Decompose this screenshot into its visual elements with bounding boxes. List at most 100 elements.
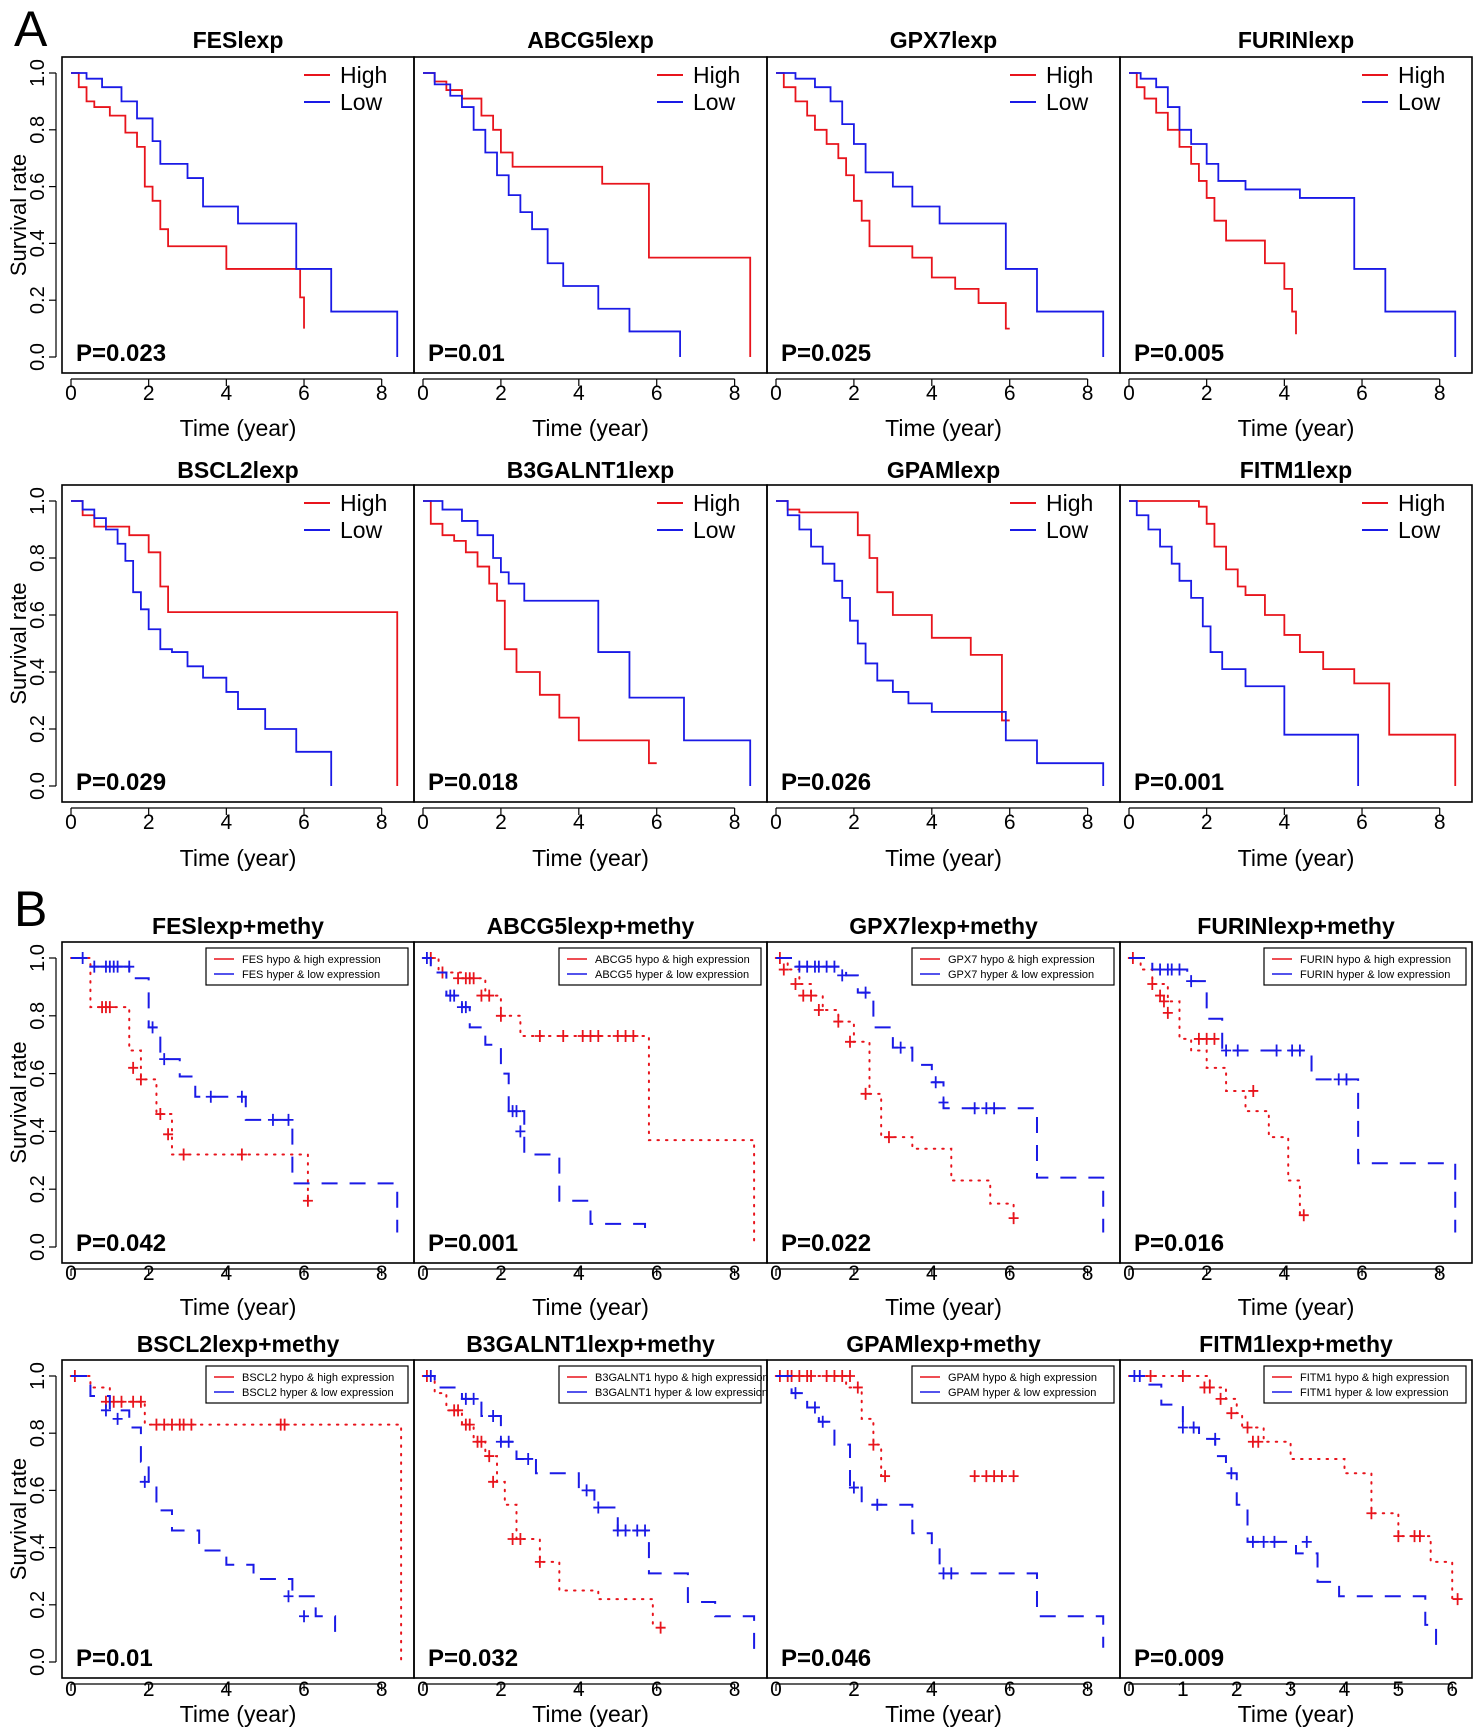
legend-label: FITM1 hyper & low expression — [1300, 1387, 1449, 1399]
x-tick-label: 0 — [1123, 1678, 1135, 1701]
survival-curve — [1128, 957, 1301, 1217]
censor-mark — [930, 1076, 941, 1089]
censor-mark — [1177, 1421, 1188, 1434]
censor-mark — [468, 972, 479, 985]
censor-mark — [817, 1415, 828, 1428]
x-tick-label: 2 — [1201, 811, 1213, 834]
plot-panel: FITM1lexp+methy 0 1 2 3 4 5 6 Time (year) FITM1 h… — [1119, 1331, 1473, 1727]
censor-mark — [581, 1484, 592, 1497]
x-tick-label: 4 — [926, 382, 938, 405]
censor-mark — [640, 1524, 651, 1537]
censor-mark — [1247, 1535, 1258, 1548]
p-value-label: P=0.046 — [781, 1645, 871, 1672]
censor-mark — [848, 1481, 859, 1494]
censor-mark — [1215, 1392, 1226, 1405]
censor-mark — [1162, 1006, 1173, 1019]
plot-panel: BSCL2lexp 0 2 4 6 8 Time (year) 0.0 0.2 0.4 0.6 0.8… — [27, 457, 415, 871]
plot-title: ABCG5lexp — [527, 27, 654, 53]
censor-mark — [845, 1035, 856, 1048]
x-tick-label: 2 — [1201, 1262, 1213, 1285]
x-tick-label: 0 — [770, 382, 782, 405]
y-tick-label: 0.6 — [27, 1476, 49, 1504]
survival-curve — [1129, 72, 1297, 335]
survival-curve — [423, 1375, 756, 1654]
y-tick-label: 1.0 — [27, 944, 49, 972]
x-tick-label: 4 — [1279, 811, 1291, 834]
y-tick-label: 0.6 — [27, 601, 49, 629]
y-tick-label: 0.6 — [27, 173, 49, 201]
y-tick-label: 0.0 — [27, 343, 49, 371]
censor-mark — [969, 1470, 980, 1483]
legend-label: GPAM hypo & high expression — [948, 1372, 1097, 1384]
p-value-label: P=0.042 — [76, 1230, 166, 1257]
censor-mark — [813, 1004, 824, 1017]
censor-mark — [112, 1412, 123, 1425]
censor-mark — [655, 1621, 666, 1634]
censor-mark — [476, 1435, 487, 1448]
censor-mark — [1393, 1530, 1404, 1543]
plot-panel: BSCL2lexp+methy 0 2 4 6 8 Time (year) 0.0 0.2 0.4… — [27, 1331, 415, 1727]
censor-mark — [1008, 1212, 1019, 1225]
censor-mark — [488, 1410, 499, 1423]
x-tick-label: 4 — [573, 1262, 585, 1285]
plot-frame — [1119, 56, 1473, 374]
x-tick-label: 8 — [1082, 1262, 1094, 1285]
survival-curve — [70, 957, 309, 1202]
x-axis-title: Time (year) — [532, 1294, 649, 1320]
survival-curve — [1129, 500, 1360, 786]
censor-mark — [1204, 1381, 1215, 1394]
survival-curve — [776, 1375, 1105, 1648]
x-axis-title: Time (year) — [180, 415, 297, 441]
x-tick-label: 0 — [1123, 1262, 1135, 1285]
censor-mark — [593, 1030, 604, 1043]
censor-mark — [421, 952, 432, 964]
x-axis-title: Time (year) — [532, 1701, 649, 1727]
p-value-label: P=0.023 — [76, 340, 166, 367]
censor-mark — [1232, 1044, 1243, 1057]
censor-mark — [1298, 1209, 1309, 1222]
censor-mark — [267, 1113, 278, 1126]
x-tick-label: 2 — [143, 382, 155, 405]
censor-mark — [593, 1501, 604, 1514]
legend-label: Low — [693, 89, 736, 115]
y-tick-label: 0.2 — [27, 715, 49, 743]
p-value-label: P=0.01 — [76, 1645, 153, 1672]
x-tick-label: 8 — [1082, 382, 1094, 405]
survival-curve — [423, 500, 657, 765]
y-tick-label: 0.2 — [27, 1591, 49, 1619]
x-tick-label: 4 — [221, 382, 233, 405]
x-tick-label: 4 — [573, 382, 585, 405]
legend-box — [205, 947, 409, 986]
legend-label: High — [1046, 62, 1093, 88]
survival-curve — [422, 957, 756, 1248]
censor-mark — [523, 1452, 534, 1465]
legend-box — [205, 1365, 409, 1404]
x-tick-label: 8 — [1434, 811, 1446, 834]
censor-mark — [946, 1567, 957, 1580]
censor-mark — [1414, 1530, 1425, 1543]
censor-mark — [116, 1395, 127, 1408]
censor-mark — [534, 1030, 545, 1043]
plot-frame — [413, 1359, 768, 1679]
censor-mark — [1008, 1470, 1019, 1483]
censor-mark — [147, 1021, 158, 1034]
legend-label: High — [693, 490, 740, 516]
survival-curve — [1129, 957, 1457, 1233]
x-tick-label: 1 — [1177, 1678, 1189, 1701]
p-value-label: P=0.001 — [428, 1230, 518, 1257]
plot-frame — [1119, 1359, 1473, 1679]
censor-mark — [460, 1001, 471, 1014]
x-tick-label: 2 — [848, 382, 860, 405]
censor-mark — [495, 1009, 506, 1022]
x-tick-label: 0 — [417, 1262, 429, 1285]
x-tick-label: 2 — [848, 811, 860, 834]
legend-box — [558, 947, 762, 986]
censor-mark — [883, 1131, 894, 1144]
x-tick-label: 2 — [495, 811, 507, 834]
x-tick-label: 0 — [65, 382, 77, 405]
x-tick-label: 8 — [376, 1262, 388, 1285]
censor-mark — [790, 1387, 801, 1400]
legend-label: B3GALNT1 hyper & low expression — [595, 1387, 768, 1399]
